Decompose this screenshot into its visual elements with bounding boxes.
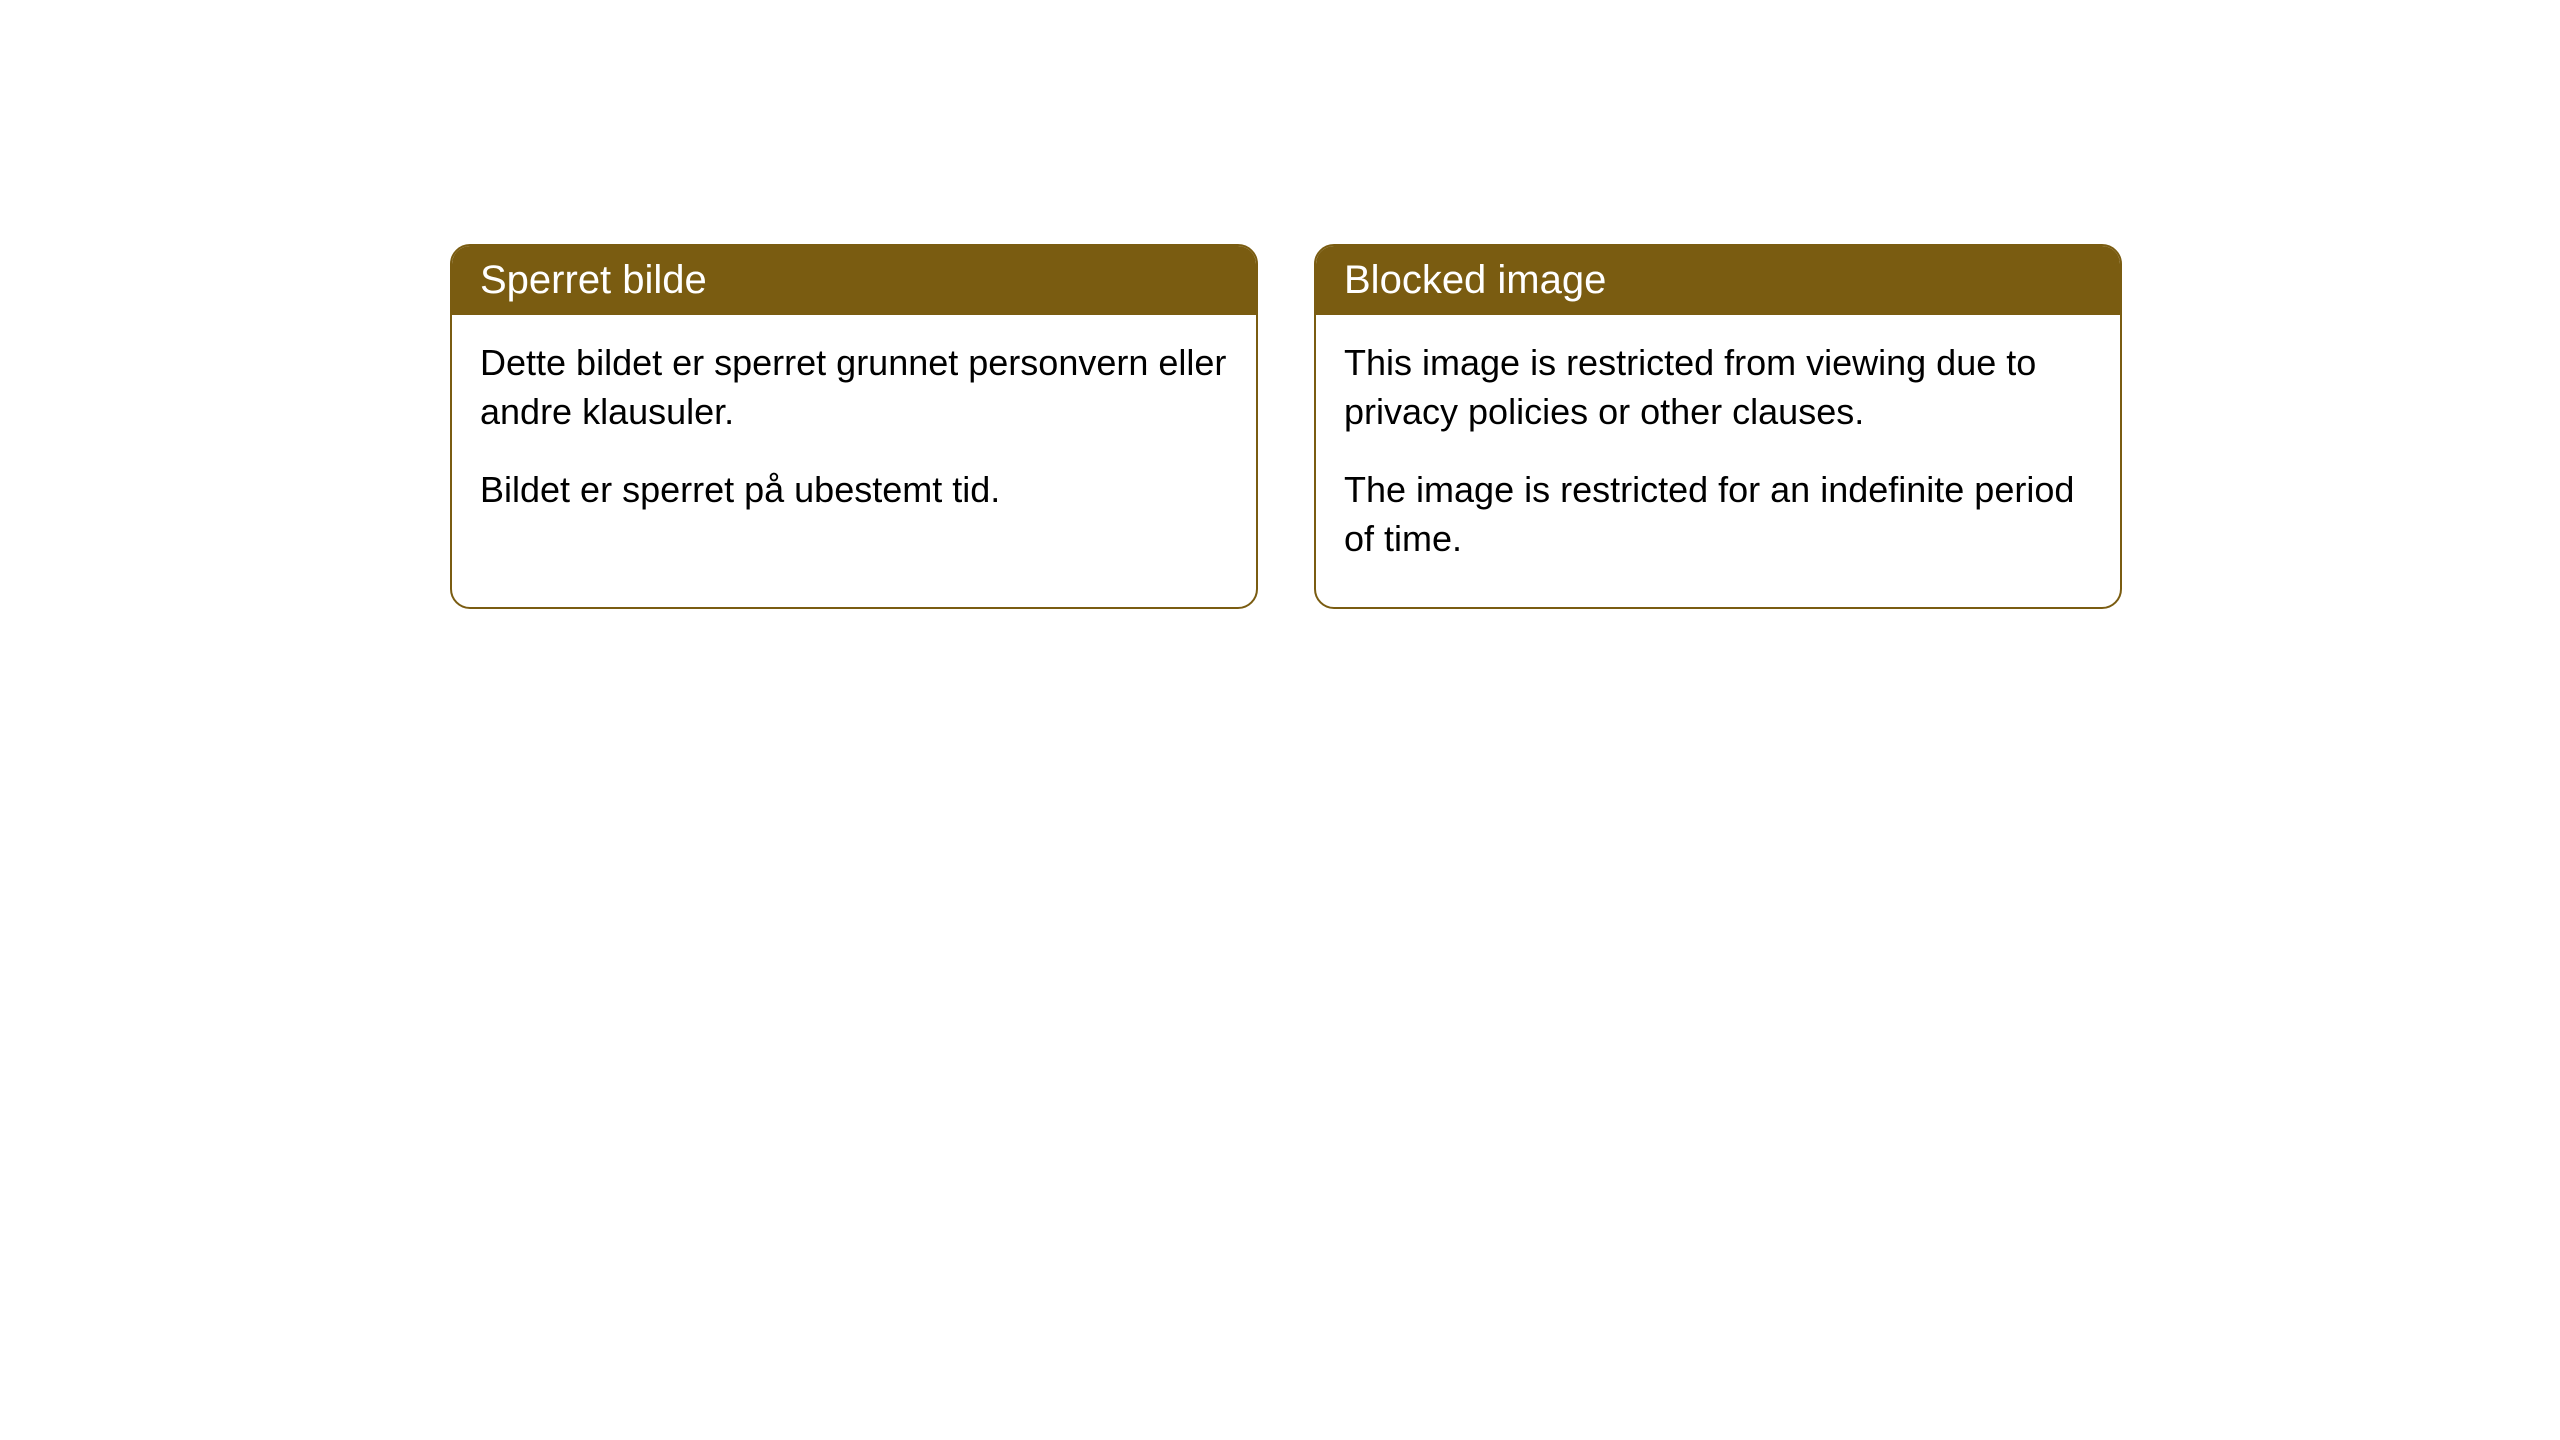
- notice-paragraph: Bildet er sperret på ubestemt tid.: [480, 466, 1228, 515]
- notice-paragraph: The image is restricted for an indefinit…: [1344, 466, 2092, 563]
- notice-title: Blocked image: [1344, 258, 1606, 302]
- notice-card-norwegian: Sperret bilde Dette bildet er sperret gr…: [450, 244, 1258, 609]
- notice-paragraph: Dette bildet er sperret grunnet personve…: [480, 339, 1228, 436]
- notice-body-norwegian: Dette bildet er sperret grunnet personve…: [452, 315, 1256, 559]
- notice-title: Sperret bilde: [480, 258, 707, 302]
- notice-header-english: Blocked image: [1316, 246, 2120, 315]
- notice-paragraph: This image is restricted from viewing du…: [1344, 339, 2092, 436]
- notice-body-english: This image is restricted from viewing du…: [1316, 315, 2120, 607]
- notice-header-norwegian: Sperret bilde: [452, 246, 1256, 315]
- notice-cards-container: Sperret bilde Dette bildet er sperret gr…: [450, 244, 2122, 609]
- notice-card-english: Blocked image This image is restricted f…: [1314, 244, 2122, 609]
